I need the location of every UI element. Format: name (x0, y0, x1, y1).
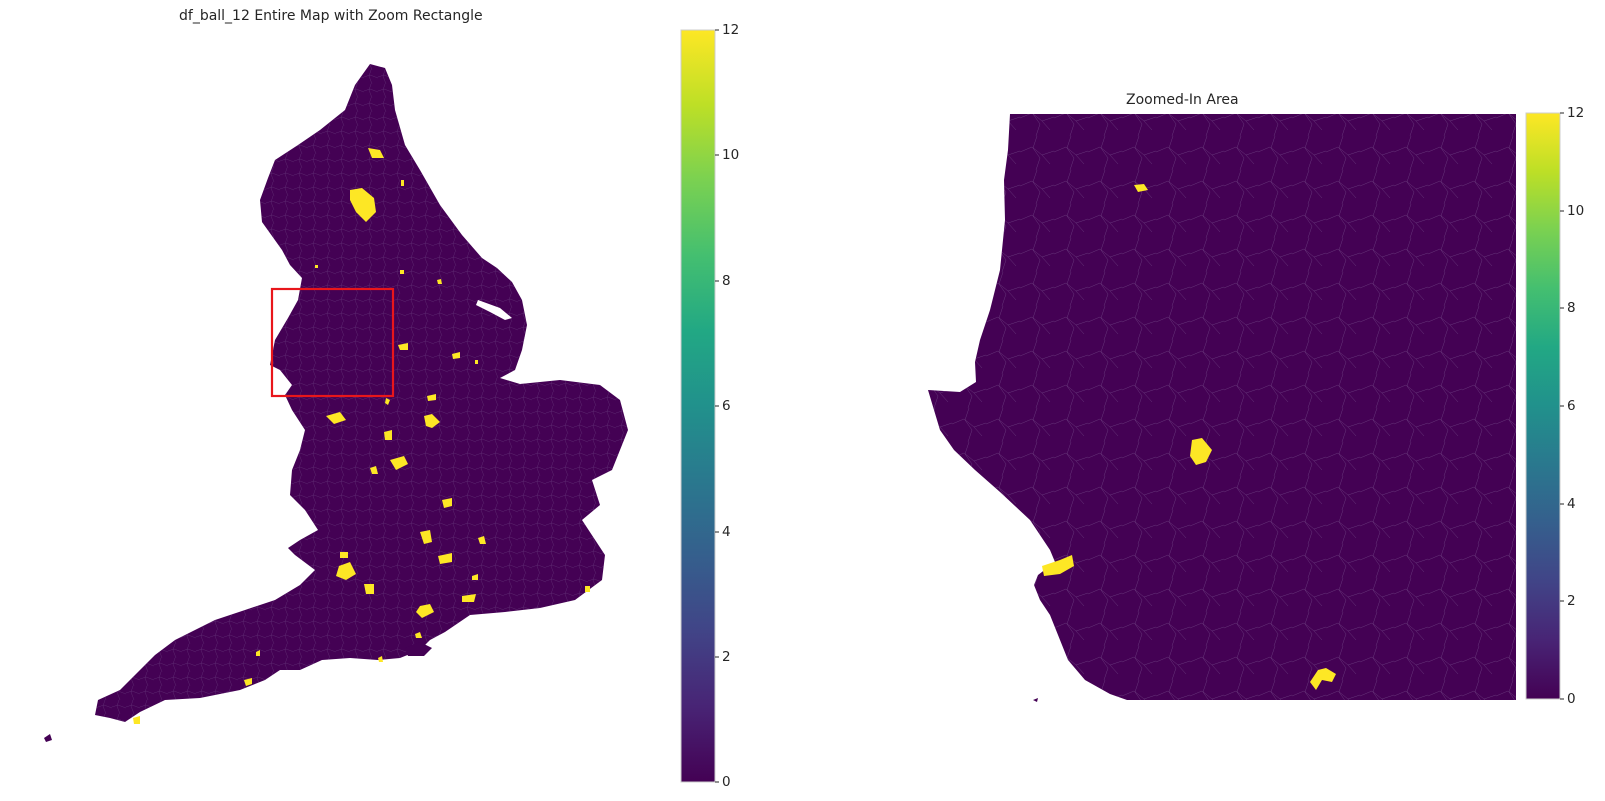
right-colorbar-tick-label: 2 (1567, 593, 1576, 609)
england-map (44, 64, 628, 742)
zoomed-high-value-areas (1042, 184, 1336, 690)
right-colorbar-ticks (1560, 112, 1564, 700)
right-colorbar-tick-label: 10 (1567, 203, 1585, 219)
right-colorbar-tick-label: 4 (1567, 496, 1576, 512)
left-map-title: df_ball_12 Entire Map with Zoom Rectangl… (179, 8, 483, 24)
left-colorbar-tick-label: 12 (722, 22, 740, 38)
right-colorbar-tick-label: 12 (1567, 105, 1585, 121)
high-value-areas (133, 148, 590, 724)
left-colorbar-ticks (715, 29, 719, 783)
zoomed-map (928, 114, 1516, 702)
right-colorbar (1525, 112, 1561, 700)
right-colorbar-tick-label: 0 (1567, 691, 1576, 707)
left-colorbar-tick-label: 2 (722, 649, 731, 665)
left-colorbar (680, 29, 716, 783)
left-colorbar-tick-label: 0 (722, 774, 731, 790)
zoom-rectangle (270, 287, 395, 398)
right-colorbar-tick-label: 6 (1567, 398, 1576, 414)
right-map-title: Zoomed-In Area (1126, 92, 1239, 108)
right-colorbar-tick-label: 8 (1567, 300, 1576, 316)
left-colorbar-tick-label: 8 (722, 273, 731, 289)
left-colorbar-tick-label: 4 (722, 524, 731, 540)
left-colorbar-tick-label: 6 (722, 398, 731, 414)
left-colorbar-tick-label: 10 (722, 147, 740, 163)
